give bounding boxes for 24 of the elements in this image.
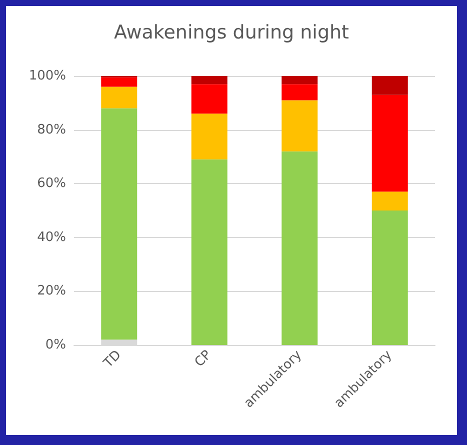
y-tick-label: 100% xyxy=(28,68,66,84)
chart-title: Awakenings during night xyxy=(114,22,349,44)
x-tick-label: TD xyxy=(100,348,124,372)
y-tick-label: 60% xyxy=(37,176,66,192)
bar xyxy=(372,210,408,345)
y-tick-label: 20% xyxy=(37,284,66,299)
y-tick-label: 0% xyxy=(45,338,66,352)
bar xyxy=(282,76,318,84)
bar xyxy=(191,76,228,84)
bar xyxy=(372,192,408,210)
bar xyxy=(282,151,318,345)
y-tick-label: 40% xyxy=(37,230,66,245)
bar xyxy=(191,114,228,160)
bar xyxy=(101,77,138,87)
bar xyxy=(101,86,138,108)
bar xyxy=(372,94,408,192)
bar xyxy=(372,76,408,95)
bar xyxy=(191,159,228,345)
bar xyxy=(191,84,228,114)
bar xyxy=(101,108,138,340)
bar xyxy=(282,84,318,100)
x-tick-label: CP xyxy=(192,348,215,370)
y-tick-label: 80% xyxy=(37,122,66,138)
bar xyxy=(282,100,318,152)
